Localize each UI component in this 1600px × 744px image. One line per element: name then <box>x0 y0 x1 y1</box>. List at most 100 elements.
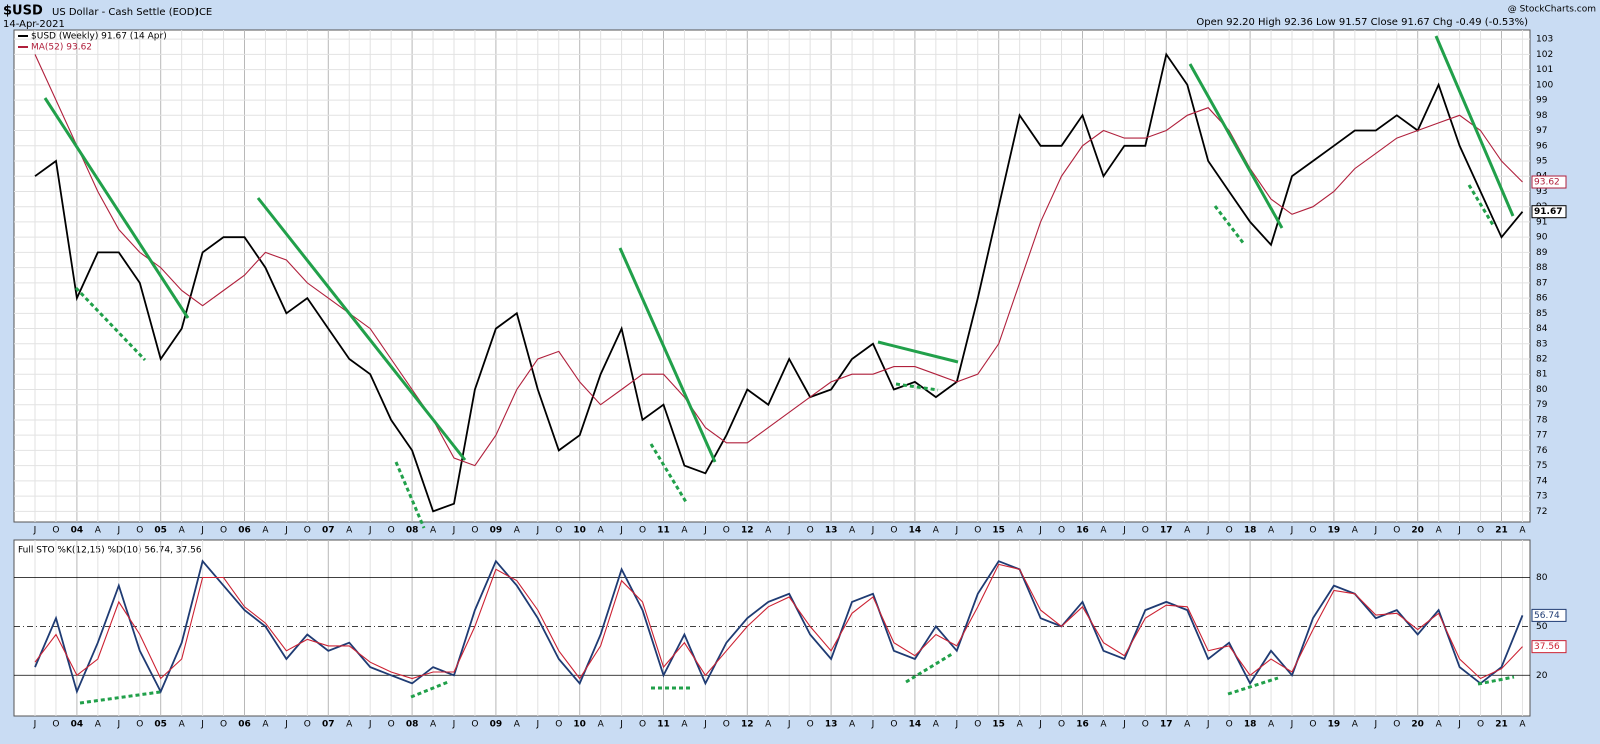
x-tick-label: J <box>1038 720 1042 730</box>
x-tick-label: J <box>368 526 372 536</box>
x-tick-label: A <box>1436 720 1443 730</box>
sto-panel <box>13 539 1531 717</box>
x-tick-label: A <box>514 526 521 536</box>
x-tick-label: 21 <box>1495 720 1508 730</box>
x-tick-label: 10 <box>573 720 586 730</box>
x-tick-label: J <box>1122 526 1126 536</box>
y-tick-label: 75 <box>1536 461 1547 471</box>
y-tick-label: 78 <box>1536 415 1548 425</box>
y-tick-label: 79 <box>1536 400 1548 410</box>
x-tick-label: J <box>1290 526 1294 536</box>
x-tick-label: J <box>1038 526 1042 536</box>
x-tick-label: J <box>1457 720 1461 730</box>
x-tick-label: O <box>1226 720 1233 730</box>
x-tick-label: 04 <box>71 526 84 536</box>
x-tick-label: A <box>262 526 269 536</box>
x-tick-label: 14 <box>909 526 922 536</box>
x-tick-label: 15 <box>992 720 1005 730</box>
x-tick-label: A <box>1436 526 1443 536</box>
y-tick-label: 91 <box>1536 217 1547 227</box>
y-tick-label: 83 <box>1536 339 1547 349</box>
x-tick-label: J <box>703 526 707 536</box>
x-tick-label: A <box>598 526 605 536</box>
x-tick-label: O <box>1142 720 1149 730</box>
x-tick-label: 20 <box>1411 526 1424 536</box>
y-tick-label: 76 <box>1536 446 1548 456</box>
x-tick-label: O <box>1309 720 1316 730</box>
value-badge <box>1531 175 1567 189</box>
x-tick-label: O <box>890 720 897 730</box>
x-tick-label: 14 <box>909 720 922 730</box>
x-tick-label: O <box>639 720 646 730</box>
x-tick-label: A <box>765 526 772 536</box>
x-tick-label: 04 <box>71 720 84 730</box>
x-tick-label: O <box>807 720 814 730</box>
x-tick-label: 05 <box>154 720 167 730</box>
x-tick-label: J <box>33 720 37 730</box>
y-tick-label: 73 <box>1536 492 1547 502</box>
x-tick-label: A <box>1100 526 1107 536</box>
y-tick-label: 98 <box>1536 111 1548 121</box>
y-tick-label: 87 <box>1536 278 1547 288</box>
y-tick-label: 80 <box>1536 573 1548 583</box>
y-tick-label: 99 <box>1536 96 1548 106</box>
x-tick-label: J <box>703 720 707 730</box>
value-badge-label: 56.74 <box>1534 611 1560 621</box>
x-tick-label: 09 <box>490 526 503 536</box>
x-tick-label: J <box>871 720 875 730</box>
y-tick-label: 72 <box>1536 507 1547 517</box>
x-tick-label: A <box>1184 526 1191 536</box>
x-tick-label: O <box>471 720 478 730</box>
x-tick-label: O <box>304 720 311 730</box>
y-tick-label: 97 <box>1536 126 1547 136</box>
x-tick-label: O <box>723 526 730 536</box>
x-tick-label: O <box>1058 720 1065 730</box>
x-tick-label: 13 <box>825 526 838 536</box>
x-tick-label: A <box>1017 526 1024 536</box>
x-tick-label: J <box>1206 720 1210 730</box>
series-line <box>34 52 1524 513</box>
x-tick-label: A <box>598 720 605 730</box>
x-tick-label: J <box>871 526 875 536</box>
x-tick-label: O <box>220 720 227 730</box>
x-tick-label: A <box>849 720 856 730</box>
x-tick-label: A <box>681 526 688 536</box>
x-tick-label: J <box>452 720 456 730</box>
value-badge-label: 93.62 <box>1534 178 1560 188</box>
x-tick-label: O <box>807 526 814 536</box>
value-badge <box>1531 205 1567 219</box>
x-tick-label: A <box>1352 720 1359 730</box>
y-tick-label: 95 <box>1536 156 1547 166</box>
x-tick-label: 07 <box>322 720 335 730</box>
x-tick-label: O <box>304 526 311 536</box>
x-tick-label: A <box>1519 526 1526 536</box>
x-tick-label: O <box>1477 526 1484 536</box>
y-tick-label: 77 <box>1536 431 1547 441</box>
x-tick-label: O <box>555 526 562 536</box>
x-tick-label: O <box>388 720 395 730</box>
x-tick-label: 08 <box>406 720 419 730</box>
x-tick-label: A <box>765 720 772 730</box>
x-tick-label: J <box>1457 526 1461 536</box>
x-tick-label: J <box>200 526 204 536</box>
x-tick-label: O <box>471 526 478 536</box>
x-tick-label: A <box>849 526 856 536</box>
x-tick-label: A <box>179 526 186 536</box>
x-tick-label: J <box>535 526 539 536</box>
x-tick-label: O <box>974 720 981 730</box>
y-tick-label: 102 <box>1536 50 1553 60</box>
source: ICE <box>196 7 212 18</box>
price-panel <box>13 29 1531 523</box>
legend-label: MA(52) 93.62 <box>31 43 92 53</box>
x-tick-label: J <box>452 526 456 536</box>
x-tick-label: O <box>136 526 143 536</box>
subtitle: US Dollar - Cash Settle (EOD) <box>52 7 199 18</box>
series-line <box>34 559 1524 695</box>
trendlines <box>43 35 1515 463</box>
x-tick-label: J <box>116 720 120 730</box>
x-tick-label: 21 <box>1495 526 1508 536</box>
x-tick-label: J <box>787 526 791 536</box>
x-tick-label: 12 <box>741 526 754 536</box>
x-tick-label: J <box>1122 720 1126 730</box>
x-tick-label: A <box>95 526 102 536</box>
